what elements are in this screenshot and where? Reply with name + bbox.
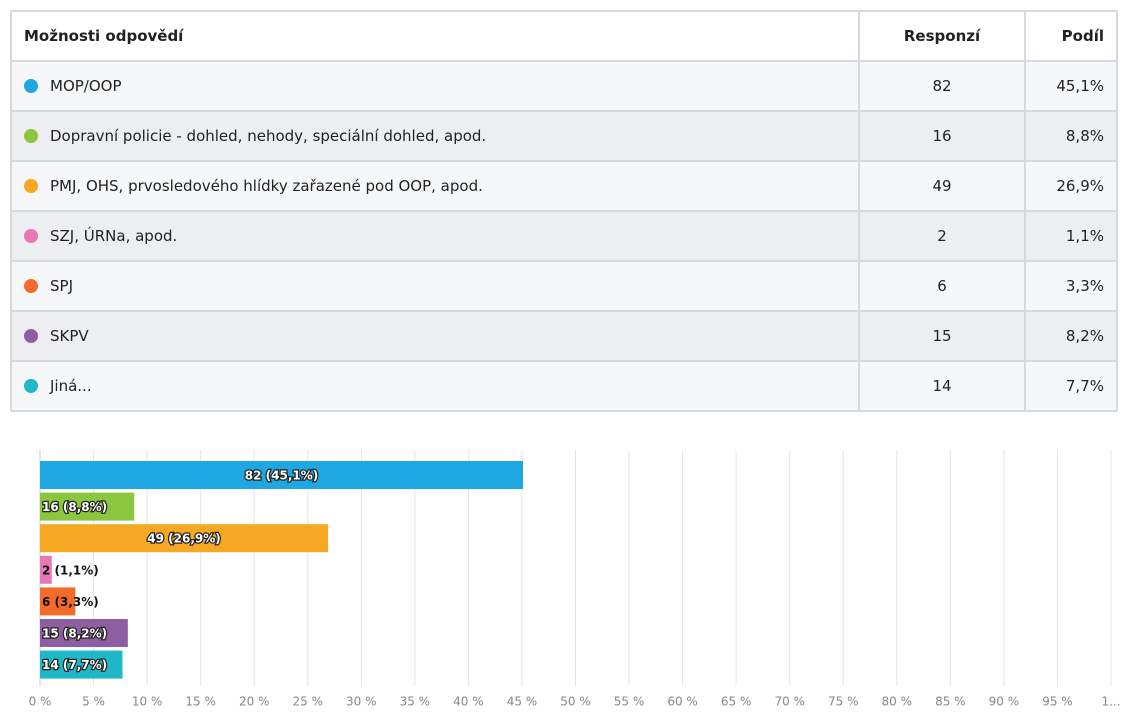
option-cell: Dopravní policie - dohled, nehody, speci…	[10, 110, 860, 162]
option-cell: Jiná...	[10, 360, 860, 412]
table-row: Jiná... 14 7,7%	[10, 360, 1118, 412]
x-tick-label: 35 %	[400, 695, 431, 709]
bar	[40, 524, 329, 553]
responses-cell: 14	[858, 360, 1026, 412]
table-row: SZJ, ÚRNa, apod. 2 1,1%	[10, 210, 1118, 262]
data-label: 15 (8,2%)	[42, 627, 107, 641]
responses-cell: 82	[858, 60, 1026, 112]
x-tick-label: 85 %	[935, 695, 966, 709]
bar	[40, 650, 123, 679]
data-label: 14 (7,7%)	[42, 658, 107, 672]
x-tick-label: 90 %	[989, 695, 1020, 709]
option-cell: SZJ, ÚRNa, apod.	[10, 210, 860, 262]
x-tick-label: 60 %	[667, 695, 698, 709]
share-cell: 7,7%	[1024, 360, 1118, 412]
x-tick-label: 55 %	[614, 695, 645, 709]
x-tick-label: 1...	[1101, 695, 1120, 709]
option-label: Jiná...	[50, 377, 92, 395]
legend-dot	[24, 379, 38, 393]
legend-dot	[24, 229, 38, 243]
bar	[40, 461, 524, 489]
data-label: 6 (3,3%)	[42, 595, 99, 609]
table-row: Dopravní policie - dohled, nehody, speci…	[10, 110, 1118, 162]
table-row: PMJ, OHS, prvosledového hlídky zařazené …	[10, 160, 1118, 212]
option-cell: SKPV	[10, 310, 860, 362]
bar	[40, 492, 135, 521]
header-cell: Responzí	[858, 10, 1026, 62]
legend-dot	[24, 279, 38, 293]
header-cell: Možnosti odpovědí	[10, 10, 860, 62]
legend-dot	[24, 329, 38, 343]
data-label: 16 (8,8%)	[42, 500, 107, 514]
responses-cell: 49	[858, 160, 1026, 212]
responses-cell: 16	[858, 110, 1026, 162]
option-label: PMJ, OHS, prvosledového hlídky zařazené …	[50, 177, 483, 195]
x-tick-label: 0 %	[29, 695, 52, 709]
bar	[40, 619, 128, 647]
share-cell: 8,2%	[1024, 310, 1118, 362]
x-tick-label: 50 %	[560, 695, 591, 709]
x-tick-label: 70 %	[774, 695, 805, 709]
x-tick-label: 80 %	[882, 695, 913, 709]
x-tick-label: 75 %	[828, 695, 859, 709]
legend-dot	[24, 179, 38, 193]
option-label: SKPV	[50, 327, 89, 345]
header-row: Možnosti odpovědí Responzí Podíl	[10, 10, 1118, 62]
option-cell: SPJ	[10, 260, 860, 312]
x-tick-label: 65 %	[721, 695, 752, 709]
x-tick-label: 10 %	[132, 695, 163, 709]
legend-dot	[24, 79, 38, 93]
table-body: MOP/OOP 82 45,1% Dopravní policie - dohled,…	[10, 60, 1118, 412]
share-cell: 3,3%	[1024, 260, 1118, 312]
option-label: MOP/OOP	[50, 77, 122, 95]
table-row: SPJ 6 3,3%	[10, 260, 1118, 312]
share-cell: 26,9%	[1024, 160, 1118, 212]
data-label: 49 (26,9%)	[147, 532, 220, 546]
option-label: SZJ, ÚRNa, apod.	[50, 227, 178, 245]
table-row: MOP/OOP 82 45,1%	[10, 60, 1118, 112]
option-cell: PMJ, OHS, prvosledového hlídky zařazené …	[10, 160, 860, 212]
x-tick-label: 30 %	[346, 695, 377, 709]
table-row: SKPV 15 8,2%	[10, 310, 1118, 362]
option-label: Dopravní policie - dohled, nehody, speci…	[50, 127, 487, 145]
responses-cell: 2	[858, 210, 1026, 262]
x-tick-label: 45 %	[507, 695, 538, 709]
share-cell: 45,1%	[1024, 60, 1118, 112]
results-table: Možnosti odpovědí Responzí Podíl MOP/OOP…	[10, 10, 1118, 412]
bar	[40, 555, 52, 584]
header-cell: Podíl	[1024, 10, 1118, 62]
x-tick-label: 95 %	[1042, 695, 1073, 709]
option-label: SPJ	[50, 277, 73, 295]
x-tick-label: 25 %	[293, 695, 324, 709]
legend-dot	[24, 129, 38, 143]
x-tick-label: 5 %	[82, 695, 105, 709]
responses-cell: 6	[858, 260, 1026, 312]
option-cell: MOP/OOP	[10, 60, 860, 112]
x-tick-label: 40 %	[453, 695, 484, 709]
x-tick-label: 15 %	[185, 695, 216, 709]
data-label: 2 (1,1%)	[42, 563, 99, 577]
data-label: 82 (45,1%)	[245, 469, 318, 483]
responses-cell: 15	[858, 310, 1026, 362]
share-cell: 8,8%	[1024, 110, 1118, 162]
x-tick-label: 20 %	[239, 695, 270, 709]
bar	[40, 587, 76, 616]
share-cell: 1,1%	[1024, 210, 1118, 262]
